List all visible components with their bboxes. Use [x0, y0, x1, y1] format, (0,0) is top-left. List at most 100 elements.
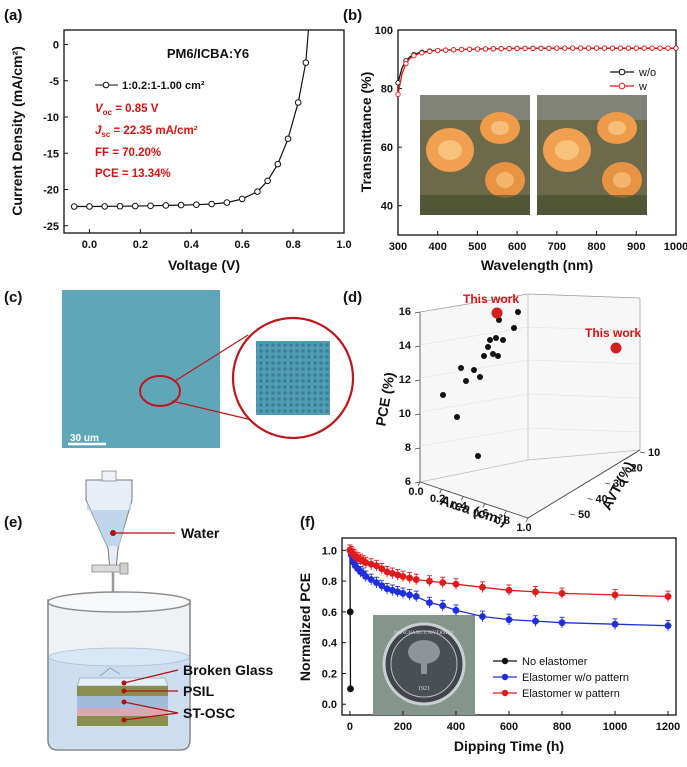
panel-d-point [487, 337, 493, 343]
y-tick-label: 0 [53, 40, 59, 52]
panel-d-pce-tick-label: 8 [405, 442, 411, 454]
panel-d-pce-tick-label: 16 [399, 306, 411, 318]
panel-d-area-tick-label: 0.4 [452, 500, 468, 512]
panel-label-a: (a) [4, 7, 22, 24]
panel-f-data-point [439, 579, 447, 587]
panel-a-marks [70, 29, 310, 210]
panel-a-legend-marker [102, 81, 110, 89]
panel-c-zoom-line-bottom [171, 400, 253, 421]
y-tick-label: -10 [43, 112, 59, 124]
x-tick-label: 300 [389, 241, 407, 253]
panel-f-data-point [347, 685, 354, 693]
panel-d-area-tick-label: 0.8 [495, 515, 510, 527]
panel-d-point [481, 353, 487, 359]
panel-b-data-point [665, 45, 671, 51]
panel-d-chart: 6 8 10 12 14 16 0.0 0.2 0.4 0.6 0.8 1.0 10 20 30 40 50 P… [372, 292, 660, 534]
panel-b-photo-right [537, 95, 647, 215]
panel-a-pce: PCE = 13.34% [95, 168, 171, 180]
panel-d-point [490, 351, 496, 357]
panel-b-legend-marker-w [618, 82, 626, 90]
panel-f-data-point [399, 573, 407, 580]
panel-d-point [458, 365, 464, 371]
panel-b-data-point [538, 45, 544, 51]
panel-b-data-point [482, 46, 489, 52]
panel-b-data-point [554, 45, 560, 51]
panel-f-legend-1: Elastomer w/o pattern [522, 672, 629, 684]
y-tick-label: -20 [43, 185, 59, 197]
panel-d-pce-tick [414, 379, 421, 382]
x-tick-label: 200 [394, 721, 412, 733]
panel-f-legend-marker-0 [501, 657, 509, 665]
panel-b-data-point [427, 48, 433, 55]
panel-a-voc: Voc = 0.85 V [95, 103, 159, 117]
y-tick-label: 60 [381, 142, 393, 154]
panel-a-title: PM6/ICBA:Y6 [167, 46, 249, 61]
panel-d-area-tick-label: 0.6 [473, 508, 488, 520]
panel-d-point [440, 392, 446, 398]
panel-f-data-point [426, 599, 433, 607]
panel-a-data-point [116, 202, 124, 210]
panel-d-area-tick [482, 503, 486, 508]
panel-d-point [493, 335, 499, 341]
panel-b-data-point [474, 46, 481, 52]
panel-d-avt-tick [639, 451, 646, 454]
panel-a-data-point [284, 135, 292, 143]
panel-f-legend-marker-2 [501, 689, 509, 697]
panel-d-pce-tick [414, 481, 421, 484]
panel-d-pce-tick-label: 10 [399, 408, 411, 420]
panel-f-data-point [611, 591, 619, 599]
x-tick-label: 800 [553, 721, 571, 733]
panel-a-ff: FF = 70.20% [95, 147, 161, 159]
panel-b-data-point [649, 45, 655, 51]
panel-d-pce-tick [414, 345, 421, 348]
panel-label-f: (f) [300, 514, 315, 531]
panel-c-scalebar-label: 30 um [70, 433, 99, 444]
panel-d-avt-tick [604, 482, 611, 485]
y-tick-label: -25 [43, 221, 59, 233]
panel-d-this-work-point-1 [491, 307, 503, 319]
x-tick-label: 0.0 [82, 239, 97, 251]
panel-f-data-point [505, 616, 513, 624]
panel-b-photo-left [420, 95, 530, 215]
panel-f-data-point [439, 602, 447, 610]
panel-d-area-tick [460, 496, 464, 501]
panel-b-data-point [585, 45, 592, 51]
x-tick-label: 600 [500, 721, 518, 733]
panel-d-avt-tick-label: 50 [578, 509, 590, 521]
panel-b-data-point [609, 45, 616, 51]
panel-a-data-point [294, 99, 302, 106]
panel-f-data-point [611, 620, 619, 628]
panel-d-avt-tick [569, 513, 576, 516]
panel-b-legend-marker-wo [618, 68, 626, 76]
x-tick-label: 400 [447, 721, 465, 733]
panel-f-marks [346, 544, 672, 693]
panel-b-data-point [458, 46, 465, 53]
panel-d-pce-tick-label: 14 [399, 340, 412, 352]
panel-d-area-tick-label: 1.0 [516, 522, 531, 534]
panel-a-xlabel: Voltage (V) [168, 257, 240, 273]
panel-f-legend-2: Elastomer w pattern [522, 688, 620, 700]
y-tick-label: 0.6 [322, 607, 337, 619]
panel-b-ticks: 300 400 500 600 700 800 900 1000 40 60 80 100 [375, 25, 687, 253]
panel-d-point [485, 344, 491, 350]
panel-b-frame [397, 29, 677, 236]
panel-f-data-point [479, 583, 486, 591]
panel-label-d: (d) [343, 289, 362, 306]
panel-a-data-point [208, 200, 215, 208]
panel-b-data-point [498, 46, 504, 52]
panel-b-data-point [411, 53, 417, 59]
panel-b-data-point [617, 45, 624, 51]
panel-b-data-point [419, 50, 425, 56]
panel-a-data-point [131, 202, 139, 210]
panel-e-label-st-osc: ST-OSC [183, 705, 235, 721]
panel-d-area-tick [417, 481, 421, 487]
panel-d-avt-tick-label: 10 [648, 447, 660, 459]
panel-d-point [475, 453, 481, 459]
panel-d-this-work-label-2: This work [585, 326, 641, 340]
panel-b-data-point [570, 45, 576, 51]
panel-c-zoom-image [256, 341, 330, 415]
x-tick-label: 700 [548, 241, 566, 253]
panel-e-schematic: Water Broken Glass PSIL ST-OSC [47, 470, 273, 751]
y-tick-label: 1.0 [322, 545, 337, 557]
